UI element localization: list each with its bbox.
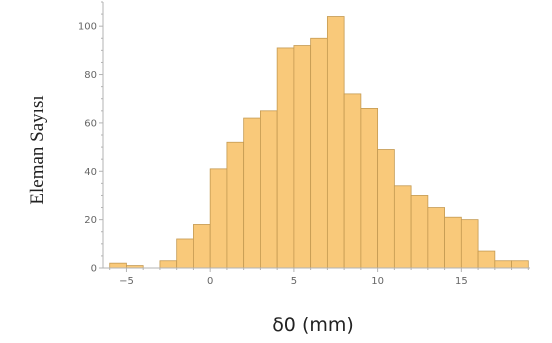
histogram-bar: [193, 224, 211, 269]
histogram-bar: [444, 216, 462, 269]
histogram-bar: [343, 93, 362, 269]
histogram-bar: [109, 262, 127, 269]
histogram-bar: [494, 260, 512, 269]
histogram-bar: [176, 238, 194, 269]
y-tick-label: 40: [84, 167, 97, 178]
y-tick-label: 80: [84, 70, 97, 81]
x-tick-label: 15: [455, 276, 468, 287]
histogram-bar: [410, 195, 429, 269]
histogram-bar: [159, 260, 178, 269]
histogram-bar: [360, 108, 379, 269]
x-tick-label: 5: [291, 276, 297, 287]
y-axis-label: Eleman Sayısı: [27, 95, 48, 204]
y-tick-label: 100: [78, 22, 97, 33]
histogram-bar: [260, 110, 278, 269]
histogram-bar: [209, 168, 228, 269]
histogram-bar: [293, 45, 312, 269]
histogram-bar: [393, 185, 412, 269]
y-tick-label: 60: [84, 118, 97, 129]
histogram-bar: [477, 250, 496, 269]
bars-group: [109, 16, 529, 269]
y-tick-label: 20: [84, 215, 97, 226]
histogram-bar: [377, 149, 395, 269]
y-ticks-group: 0 20 40 60 80 100: [78, 1, 103, 275]
histogram-bar: [226, 141, 245, 269]
histogram-bar: [460, 219, 479, 269]
histogram-bar: [511, 260, 529, 269]
x-axis-label: δ0 (mm): [272, 314, 354, 336]
x-ticks-group: −5 0 5 10 15: [109, 268, 529, 287]
histogram-bar: [427, 207, 445, 269]
histogram-bar: [243, 117, 261, 269]
x-tick-label: 0: [207, 276, 213, 287]
x-tick-label: 10: [371, 276, 384, 287]
x-tick-label: −5: [119, 276, 134, 287]
histogram-bar: [276, 47, 295, 269]
histogram-bar: [310, 37, 328, 269]
y-tick-label: 0: [91, 264, 97, 275]
histogram-bar: [326, 16, 345, 269]
